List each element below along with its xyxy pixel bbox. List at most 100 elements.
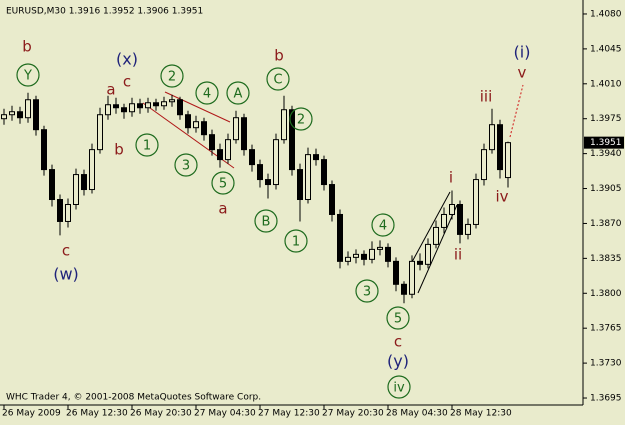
wave-label: 2: [297, 113, 305, 128]
candle-body: [185, 114, 191, 129]
projection-line: [509, 84, 524, 138]
x-tick-label: 28 May 12:30: [450, 409, 512, 419]
candle: [1, 108, 7, 125]
y-tick-label: 1.3835: [590, 254, 622, 264]
candle: [161, 96, 167, 110]
candle: [153, 98, 159, 111]
wave-circle: [371, 213, 395, 237]
candle-body: [41, 129, 47, 171]
candle-body: [409, 260, 415, 295]
candle-body: [33, 99, 39, 131]
candle-body: [249, 149, 255, 166]
candle-body: [305, 154, 311, 201]
candle: [401, 281, 407, 304]
candle: [17, 106, 23, 124]
candle: [465, 218, 471, 240]
candle: [257, 159, 263, 188]
x-tick-label: 27 May 04:30: [194, 409, 256, 419]
candle: [65, 198, 71, 228]
wave-circle: [289, 107, 313, 131]
candle: [121, 103, 127, 119]
candle-body: [89, 149, 95, 191]
wave-label: 3: [363, 285, 371, 300]
y-tick-label: 1.3905: [590, 184, 622, 194]
candle-body: [145, 102, 151, 109]
wave-label: 3: [182, 159, 190, 174]
wave-circle: [135, 133, 159, 157]
wave-circle: [266, 67, 290, 91]
chart-title: EURUSD,M30 1.3916 1.3952 1.3906 1.3951: [6, 7, 203, 17]
candle-body: [489, 124, 495, 151]
candle: [105, 95, 111, 120]
candle: [201, 117, 207, 141]
wave-label: b: [114, 141, 124, 159]
candle-body: [313, 154, 319, 161]
candle: [473, 173, 479, 229]
candle-body: [273, 139, 279, 186]
candle: [145, 97, 151, 113]
candle-body: [321, 159, 327, 186]
candle: [177, 96, 183, 120]
wave-label: A: [234, 87, 243, 102]
wave-label: iii: [480, 88, 493, 106]
wave-circle: [226, 81, 250, 105]
candle: [273, 133, 279, 190]
y-tick-label: 1.4045: [590, 44, 622, 54]
x-tick-label: 26 May 2009: [2, 409, 61, 419]
candle-body: [337, 213, 343, 262]
candle: [457, 200, 463, 244]
x-tick-label: 26 May 20:30: [130, 409, 192, 419]
candle: [289, 105, 295, 176]
candle: [33, 95, 39, 136]
wave-label: i: [449, 169, 453, 187]
wave-circle: [174, 153, 198, 177]
candle-body: [25, 99, 31, 119]
candle: [97, 107, 103, 154]
candle-body: [353, 253, 359, 258]
candle: [313, 148, 319, 166]
wave-label: (y): [387, 352, 409, 371]
candle-body: [1, 114, 7, 120]
wave-circle: [387, 375, 411, 399]
candle-body: [193, 121, 199, 129]
wave-circle: [386, 306, 410, 330]
candle: [209, 129, 215, 156]
wave-circle: [254, 209, 278, 233]
candle: [385, 243, 391, 268]
candle: [217, 143, 223, 168]
channel-line: [164, 91, 231, 123]
candle: [361, 250, 367, 266]
wave-label: 5: [394, 312, 402, 327]
wave-label: c: [394, 333, 402, 351]
candle-body: [377, 246, 383, 250]
candle: [441, 207, 447, 234]
candle: [369, 241, 375, 264]
candle: [433, 220, 439, 249]
candle: [129, 97, 135, 117]
candle: [337, 209, 343, 269]
candle: [489, 108, 495, 154]
wave-label: c: [123, 73, 131, 91]
candle: [393, 257, 399, 292]
candle: [353, 249, 359, 264]
candle-body: [121, 107, 127, 113]
wave-label: ii: [454, 246, 462, 264]
candle-body: [497, 124, 503, 171]
candle-body: [105, 104, 111, 116]
wave-label: v: [518, 64, 527, 82]
candle-body: [385, 246, 391, 262]
candle-body: [65, 203, 71, 222]
candle-body: [433, 226, 439, 245]
candle-body: [425, 243, 431, 265]
x-tick-label: 27 May 12:30: [258, 409, 320, 419]
wave-label: 4: [379, 219, 387, 234]
wave-label: 1: [292, 235, 300, 250]
candle-body: [297, 169, 303, 201]
candle: [425, 238, 431, 269]
x-tick-label: 26 May 12:30: [66, 409, 128, 419]
candle: [497, 119, 503, 179]
wave-label: c: [62, 242, 70, 260]
candle-body: [289, 109, 295, 171]
credit: WHC Trader 4, © 2001-2008 MetaQuotes Sof…: [6, 393, 261, 403]
